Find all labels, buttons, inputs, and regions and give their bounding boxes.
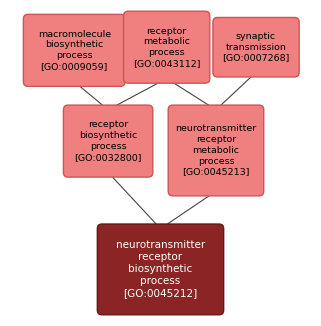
Text: neurotransmitter
receptor
biosynthetic
process
[GO:0045212]: neurotransmitter receptor biosynthetic p… [116,240,205,298]
Text: synaptic
transmission
[GO:0007268]: synaptic transmission [GO:0007268] [222,32,290,63]
Text: receptor
metabolic
process
[GO:0043112]: receptor metabolic process [GO:0043112] [133,27,200,68]
FancyBboxPatch shape [64,105,153,177]
FancyBboxPatch shape [23,14,125,86]
FancyBboxPatch shape [213,18,299,77]
FancyBboxPatch shape [168,105,264,196]
Text: neurotransmitter
receptor
metabolic
process
[GO:0045213]: neurotransmitter receptor metabolic proc… [175,125,256,176]
Text: receptor
biosynthetic
process
[GO:0032800]: receptor biosynthetic process [GO:003280… [74,121,142,162]
FancyBboxPatch shape [97,224,224,315]
FancyBboxPatch shape [124,11,210,83]
Text: macromolecule
biosynthetic
process
[GO:0009059]: macromolecule biosynthetic process [GO:0… [38,30,111,71]
